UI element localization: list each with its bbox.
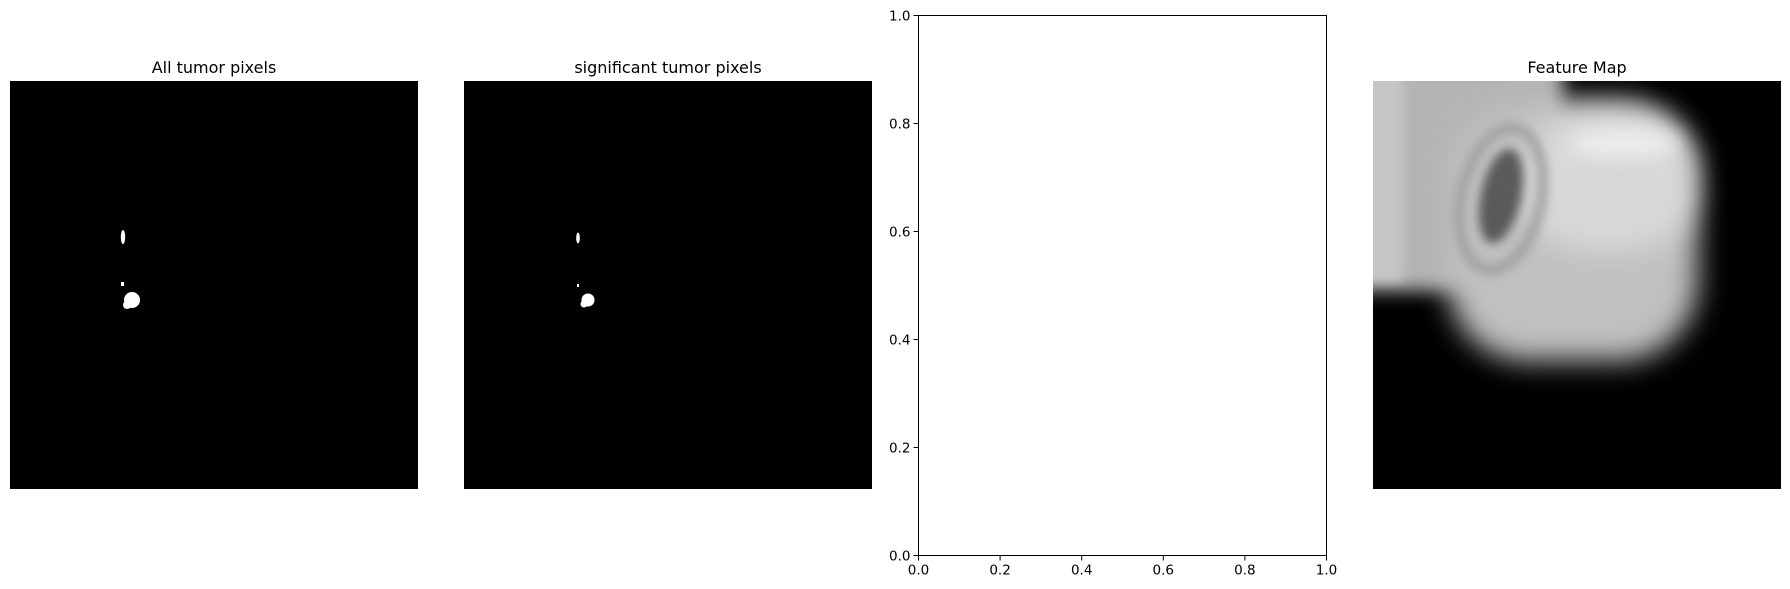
y-tick-label: 0.8 <box>889 117 910 133</box>
feature-map-image <box>1373 81 1781 489</box>
x-tick-label: 0.8 <box>1234 563 1255 579</box>
all-tumor-pixels-mask <box>120 230 140 309</box>
feature-bright-ridge <box>1568 129 1678 157</box>
sig-blob-upper <box>576 232 580 244</box>
y-tick-label: 0.0 <box>889 549 910 565</box>
sig-blob-small <box>577 284 579 287</box>
tumor-blob-upper <box>120 230 126 244</box>
panel-title-all-tumor-pixels: All tumor pixels <box>151 58 277 77</box>
panel-title-significant-tumor-pixels: significant tumor pixels <box>574 58 762 77</box>
x-tick-label: 0.6 <box>1153 563 1174 579</box>
feature-ring <box>1454 123 1548 275</box>
all-tumor-pixels-image <box>10 81 418 489</box>
sig-blob-main-side <box>580 300 588 308</box>
x-ticks: 0.0 0.2 0.4 0.6 0.8 1.0 <box>908 555 1337 579</box>
tumor-blob-small <box>121 282 124 286</box>
significant-tumor-pixels-mask <box>576 232 595 308</box>
feature-map-grayscale <box>1373 81 1781 489</box>
y-tick-label: 0.4 <box>889 333 910 349</box>
significant-tumor-pixels-image <box>464 81 872 489</box>
x-tick-label: 1.0 <box>1316 563 1337 579</box>
feature-left-band <box>1373 81 1403 281</box>
tumor-blob-main-side <box>123 301 131 309</box>
y-ticks: 0.0 0.2 0.4 0.6 0.8 1.0 <box>889 9 919 565</box>
x-tick-label: 0.2 <box>989 563 1010 579</box>
feature-dark-core <box>1479 148 1523 244</box>
x-tick-label: 0.0 <box>908 563 929 579</box>
y-tick-label: 0.2 <box>889 441 910 457</box>
x-tick-label: 0.4 <box>1071 563 1092 579</box>
y-tick-label: 1.0 <box>889 9 910 25</box>
axes-frame <box>918 15 1327 556</box>
y-tick-label: 0.6 <box>889 225 910 241</box>
panel-title-feature-map: Feature Map <box>1527 58 1627 77</box>
